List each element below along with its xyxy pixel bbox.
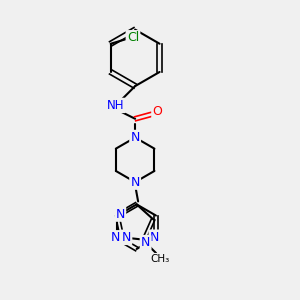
Text: N: N [130,176,140,189]
Text: N: N [130,131,140,144]
Text: N: N [122,231,131,244]
Text: N: N [150,231,159,244]
Text: N: N [111,231,121,244]
Text: O: O [152,105,162,118]
Text: NH: NH [107,99,124,112]
Text: CH₃: CH₃ [151,254,170,264]
Text: N: N [141,236,150,249]
Text: Cl: Cl [127,31,139,44]
Text: N: N [116,208,125,220]
